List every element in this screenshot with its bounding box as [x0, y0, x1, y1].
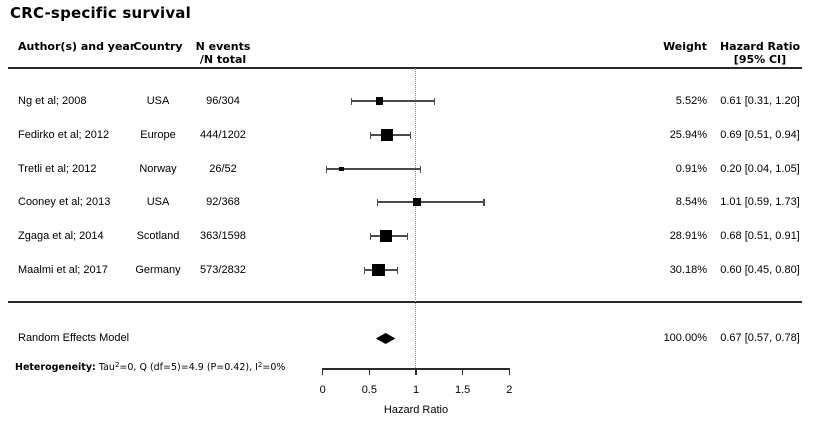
study-weight: 30.18% — [669, 264, 707, 276]
study-author: Ng et al; 2008 — [18, 95, 87, 107]
ci-cap-right — [419, 165, 422, 173]
reference-line — [415, 68, 416, 368]
x-axis-tick — [508, 368, 510, 375]
summary-separator-line — [8, 301, 802, 303]
heterogeneity-note: Heterogeneity: Tau2=0, Q (df=5)=4.9 (P=0… — [15, 360, 286, 374]
study-hr-ci: 0.20 [0.04, 1.05] — [720, 163, 800, 175]
ci-cap-right — [433, 97, 436, 105]
study-country: USA — [146, 95, 170, 107]
col-header-events-line1: N events — [195, 40, 251, 53]
study-marker — [339, 166, 344, 172]
x-axis-tick — [462, 368, 464, 375]
study-author: Maalmi et al; 2017 — [18, 264, 108, 276]
study-hr-ci: 0.68 [0.51, 0.91] — [720, 230, 800, 242]
ci-cap-left — [369, 131, 372, 139]
study-country: Germany — [135, 264, 181, 276]
study-marker — [381, 129, 394, 141]
study-events: 26/52 — [209, 163, 237, 175]
col-header-weight: Weight — [663, 40, 707, 53]
het-mid: =0, Q (df=5)=4.9 (P=0.42), I — [119, 362, 258, 373]
summary-diamond — [375, 333, 396, 344]
summary-hr-ci: 0.67 [0.57, 0.78] — [720, 332, 800, 344]
study-events: 363/1598 — [200, 230, 246, 242]
study-marker — [372, 263, 385, 277]
ci-cap-right — [396, 266, 399, 274]
col-header-hr-line1: Hazard Ratio — [719, 40, 801, 53]
study-author: Tretli et al; 2012 — [18, 163, 97, 175]
header-separator-line — [8, 67, 802, 69]
study-events: 96/304 — [206, 95, 240, 107]
study-events: 92/368 — [206, 196, 240, 208]
study-weight: 28.91% — [669, 230, 707, 242]
study-hr-ci: 1.01 [0.59, 1.73] — [720, 196, 800, 208]
study-author: Fedirko et al; 2012 — [18, 129, 110, 141]
x-axis-tick — [415, 368, 417, 375]
study-author: Zgaga et al; 2014 — [18, 230, 104, 242]
study-hr-ci: 0.61 [0.31, 1.20] — [720, 95, 800, 107]
col-header-events: N events /N total — [183, 40, 263, 66]
ci-line — [351, 100, 435, 102]
ci-line — [326, 168, 421, 170]
study-country: USA — [146, 196, 170, 208]
study-country: Scotland — [136, 230, 180, 242]
study-hr-ci: 0.69 [0.51, 0.94] — [720, 129, 800, 141]
study-weight: 8.54% — [675, 196, 707, 208]
col-header-hr-line2: [95% CI] — [733, 53, 787, 66]
het-i-sup: 2 — [257, 360, 263, 369]
ci-cap-left — [363, 266, 366, 274]
study-weight: 5.52% — [675, 95, 707, 107]
col-header-author: Author(s) and year — [18, 40, 136, 53]
study-hr-ci: 0.60 [0.45, 0.80] — [720, 264, 800, 276]
study-marker — [412, 197, 421, 207]
ci-cap-left — [350, 97, 353, 105]
col-header-events-line2: /N total — [199, 53, 247, 66]
study-weight: 25.94% — [669, 129, 707, 141]
summary-label: Random Effects Model — [18, 332, 130, 344]
x-axis-tick — [322, 368, 324, 375]
study-events: 573/2832 — [200, 264, 246, 276]
ci-cap-right — [483, 198, 485, 206]
het-tau: Tau — [95, 362, 115, 373]
x-axis-tick-label: 0 — [319, 384, 326, 396]
page-title: CRC-specific survival — [10, 4, 191, 22]
ci-cap-right — [409, 131, 412, 139]
study-events: 444/1202 — [200, 129, 246, 141]
ci-cap-left — [376, 198, 379, 206]
summary-weight: 100.00% — [663, 332, 707, 344]
x-axis-tick-label: 1 — [412, 384, 420, 396]
x-axis-tick — [368, 368, 370, 375]
col-header-hazard-ratio: Hazard Ratio [95% CI] — [690, 40, 816, 66]
study-country: Norway — [139, 163, 177, 175]
x-axis-title: Hazard Ratio — [383, 404, 449, 416]
study-author: Cooney et al; 2013 — [18, 196, 111, 208]
ci-cap-left — [369, 232, 372, 240]
het-tail: =0% — [262, 362, 286, 373]
study-weight: 0.91% — [675, 163, 707, 175]
x-axis-tick-label: 0.5 — [361, 384, 377, 396]
ci-line — [377, 201, 485, 203]
ci-cap-right — [406, 232, 409, 240]
study-country: Europe — [140, 129, 176, 141]
ci-cap-left — [325, 165, 328, 173]
x-axis-tick-label: 2 — [506, 384, 513, 396]
study-marker — [379, 229, 393, 243]
het-tau-sup: 2 — [114, 360, 120, 369]
x-axis-tick-label: 1.5 — [454, 384, 471, 396]
study-marker — [376, 97, 384, 105]
col-header-country: Country — [133, 40, 183, 53]
heterogeneity-label: Heterogeneity: — [15, 362, 96, 373]
